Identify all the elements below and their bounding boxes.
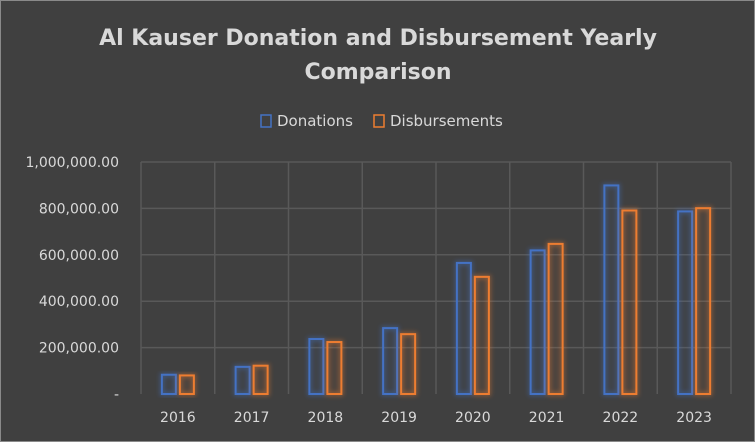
- x-tick-label: 2023: [676, 410, 712, 426]
- legend-swatch-donations: [260, 114, 272, 128]
- x-axis: 2016 2017 2018 2019 2020 2021 2022 2023: [160, 410, 712, 426]
- y-tick-label: 400,000.00: [39, 294, 119, 310]
- x-tick-label: 2021: [529, 410, 565, 426]
- bar-disbursements-2022: [621, 209, 638, 395]
- bar-donations-2023: [677, 210, 694, 395]
- x-tick-label: 2022: [603, 410, 639, 426]
- bar-donations-2017: [234, 365, 251, 395]
- y-tick-label: 200,000.00: [39, 341, 119, 357]
- bar-donations-2019: [382, 327, 399, 395]
- legend-swatch-disbursements: [373, 114, 385, 128]
- gridlines: [140, 161, 732, 394]
- bar-donations-2018: [308, 338, 325, 395]
- x-tick-label: 2016: [160, 410, 196, 426]
- bars: [159, 183, 713, 397]
- y-tick-label: 600,000.00: [39, 248, 119, 264]
- y-tick-label: -: [114, 387, 119, 403]
- bar-disbursements-2020: [473, 275, 490, 395]
- bar-donations-2021: [529, 249, 546, 395]
- bar-disbursements-2016: [178, 374, 195, 396]
- bar-disbursements-2019: [400, 333, 417, 396]
- bar-disbursements-2017: [252, 364, 269, 396]
- bar-disbursements-2018: [326, 341, 343, 396]
- x-tick-label: 2019: [381, 410, 417, 426]
- legend-label-donations: Donations: [277, 112, 353, 130]
- chart-title-line-1: Al Kauser Donation and Disbursement Year…: [99, 26, 657, 51]
- y-axis: - 200,000.00 400,000.00 600,000.00 800,000.0…: [25, 155, 119, 403]
- chart-title-line-2: Comparison: [304, 60, 451, 85]
- x-tick-label: 2020: [455, 410, 491, 426]
- bar-donations-2016: [160, 373, 177, 395]
- x-tick-label: 2017: [234, 410, 270, 426]
- bar-donations-2020: [455, 261, 472, 396]
- x-tick-label: 2018: [308, 410, 344, 426]
- bar-disbursements-2023: [695, 207, 712, 395]
- bar-disbursements-2021: [547, 242, 564, 395]
- legend-label-disbursements: Disbursements: [390, 112, 503, 130]
- legend: Donations Disbursements: [260, 112, 503, 130]
- bar-donations-2022: [603, 184, 620, 395]
- y-tick-label: 800,000.00: [39, 201, 119, 217]
- y-tick-label: 1,000,000.00: [25, 155, 119, 171]
